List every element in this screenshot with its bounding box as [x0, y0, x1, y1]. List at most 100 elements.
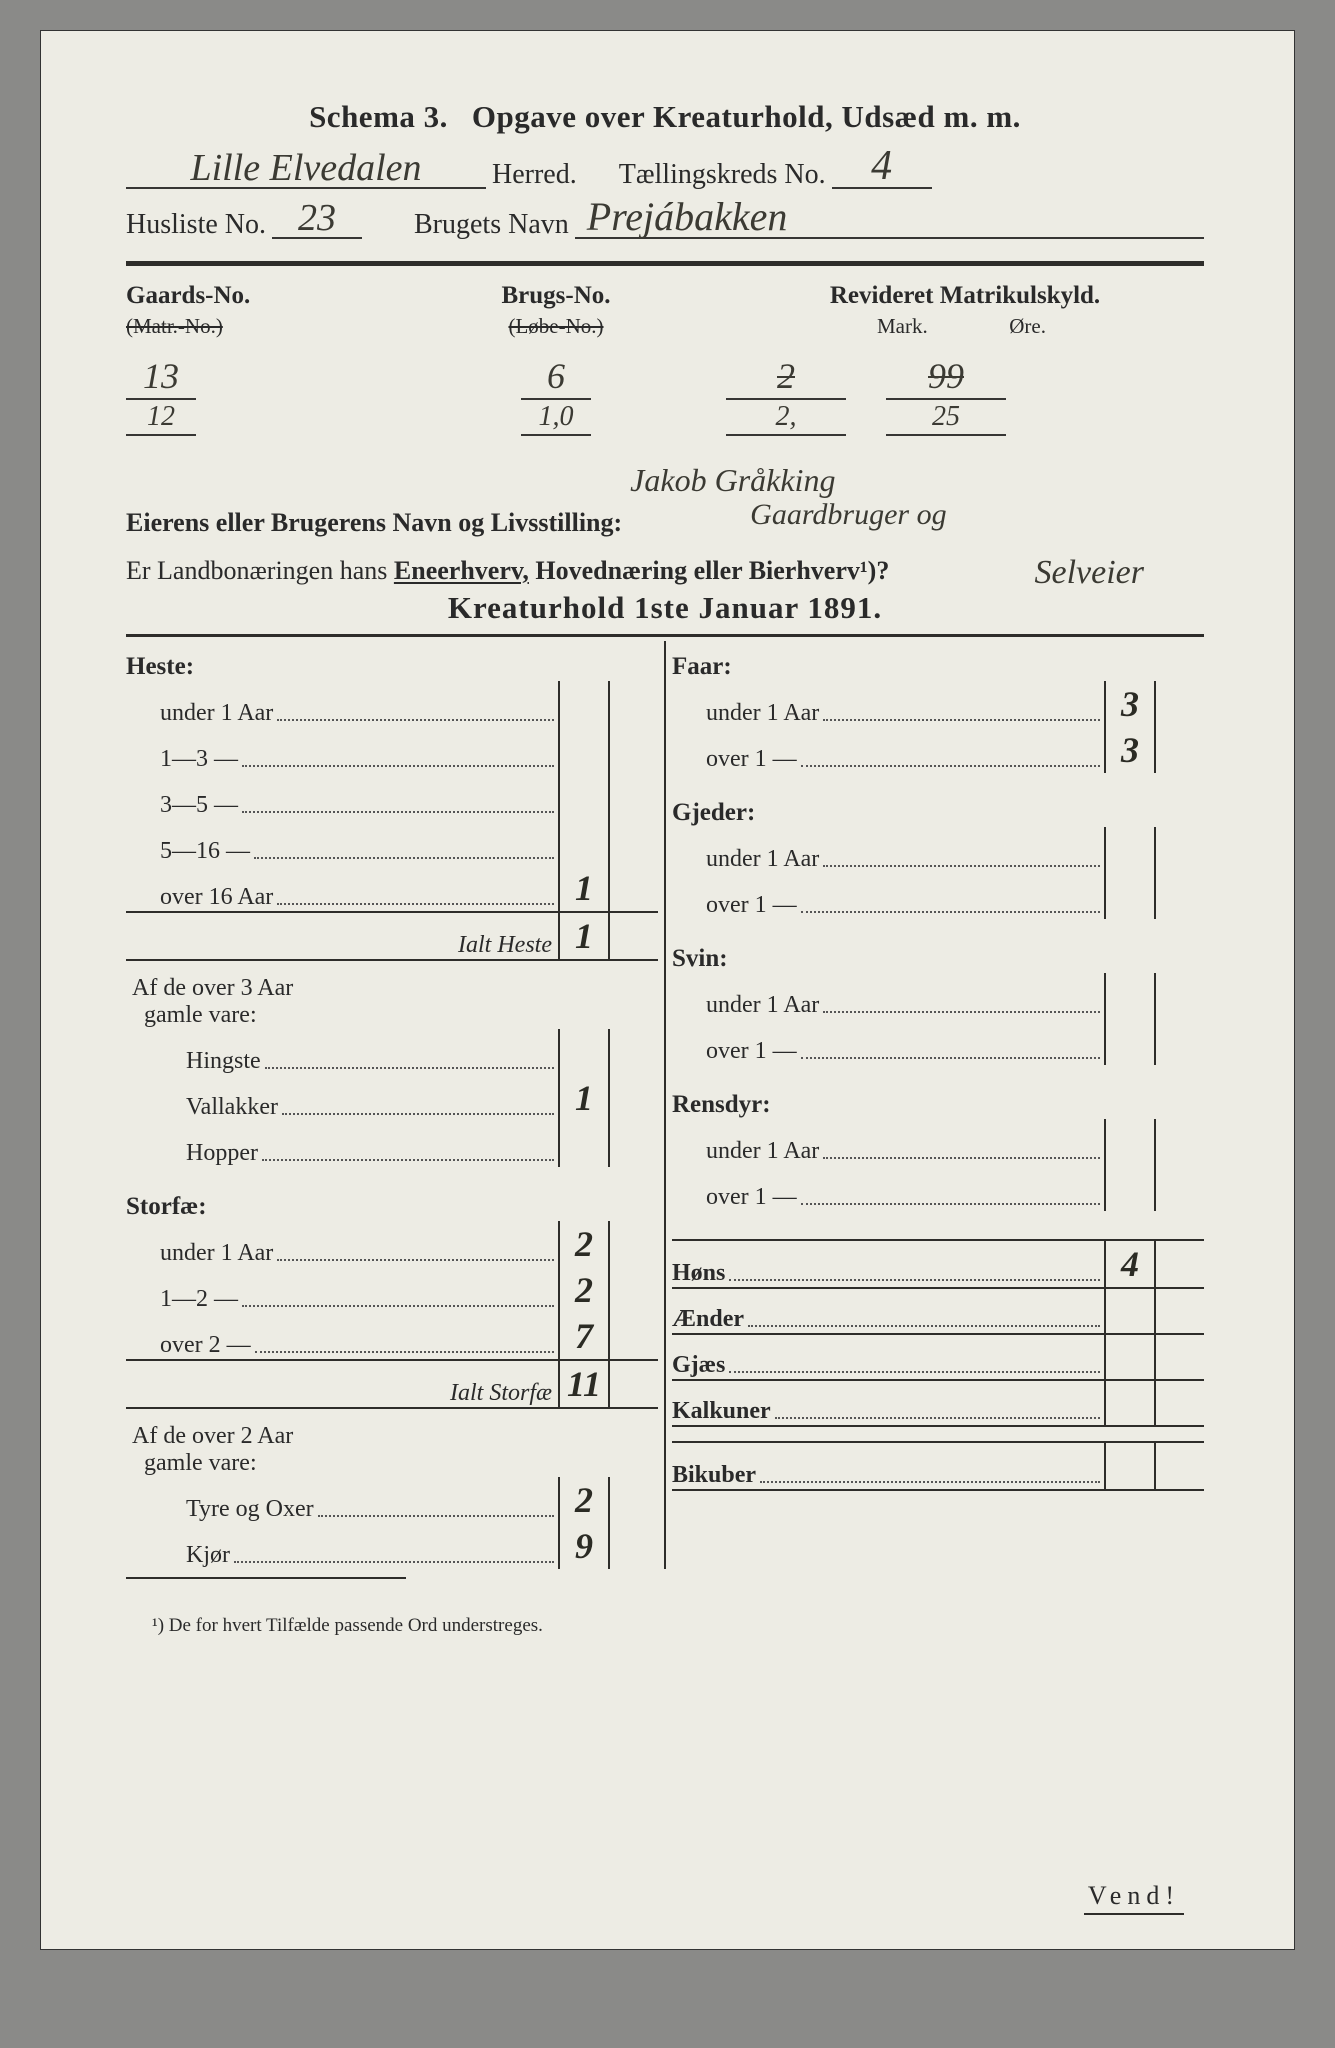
- group-svin: Svin:: [672, 945, 1204, 973]
- props-vals: 13 12 6 1,0 2 2, 99 25: [126, 357, 1204, 438]
- row-label: Ænder: [672, 1306, 744, 1333]
- gaard-vals: 13 12: [126, 357, 196, 438]
- row-label: under 1 Aar: [672, 846, 819, 873]
- row-label: Kalkuner: [672, 1398, 771, 1425]
- table-row: over 1 —: [672, 1019, 1204, 1065]
- erhverv-hand: Selveier: [1035, 554, 1145, 592]
- owner-label: Eierens eller Brugerens Navn og Livsstil…: [126, 508, 622, 538]
- row-value: 9: [575, 1528, 593, 1564]
- row-label: 1—3 —: [126, 746, 238, 773]
- row-label: over 16 Aar: [126, 884, 273, 911]
- storfae-total: Ialt Storfæ 11: [126, 1361, 658, 1407]
- row-value: 2: [575, 1226, 593, 1262]
- table-row: under 1 Aar: [672, 973, 1204, 1019]
- brugs-label: Brugs-No.: [406, 282, 706, 310]
- row-label: Gjæs: [672, 1352, 725, 1379]
- herred-row: Lille Elvedalen Herred. Tællingskreds No…: [126, 147, 1204, 191]
- row-label: Hingste: [126, 1048, 261, 1075]
- table-row: over 1 —: [672, 1165, 1204, 1211]
- table-row: Kalkuner: [672, 1379, 1204, 1425]
- table-row: over 2 — 7: [126, 1313, 658, 1359]
- heste-over3: Af de over 3 Aar gamle vare:: [126, 975, 658, 1029]
- gaard-label: Gaards-No.: [126, 282, 386, 310]
- group-faar: Faar:: [672, 653, 1204, 681]
- table-row: under 1 Aar 2: [126, 1221, 658, 1267]
- rule-1: [126, 261, 1204, 266]
- table-row: Vallakker 1: [126, 1075, 658, 1121]
- matrikul-label: Revideret Matrikulskyld.: [726, 282, 1204, 310]
- row-label: Høns: [672, 1260, 725, 1287]
- erhverv-line: Er Landbonæringen hans Eneerhverv, Hoved…: [126, 556, 1204, 586]
- eneerhverv: Eneerhverv,: [394, 556, 529, 585]
- row-label: under 1 Aar: [672, 700, 819, 727]
- row-value: 4: [1121, 1246, 1139, 1282]
- table-row: Kjør 9: [126, 1523, 658, 1569]
- row-label: under 1 Aar: [672, 1138, 819, 1165]
- livestock-columns: Heste: under 1 Aar1—3 —3—5 —5—16 —over 1…: [126, 641, 1204, 1569]
- vend-label: Vend!: [1084, 1881, 1184, 1915]
- kreds-hand: 4: [832, 145, 932, 189]
- census-form-page: Schema 3. Opgave over Kreaturhold, Udsæd…: [40, 30, 1295, 1950]
- row-label: over 2 —: [126, 1332, 251, 1359]
- brugs-sub: (Løbe-No.): [406, 314, 706, 339]
- table-row: 1—3 —: [126, 727, 658, 773]
- row-value: 3: [1121, 686, 1139, 722]
- table-row: 1—2 — 2: [126, 1267, 658, 1313]
- schema-number: 3.: [424, 99, 448, 134]
- table-row: Tyre og Oxer 2: [126, 1477, 658, 1523]
- ore-label: Øre.: [968, 314, 1088, 339]
- row-label: Tyre og Oxer: [126, 1496, 314, 1523]
- owner-line: Eierens eller Brugerens Navn og Livsstil…: [126, 468, 1204, 538]
- row-label: 1—2 —: [126, 1286, 238, 1313]
- owner-hand-1: Jakob Gråkking: [630, 462, 835, 499]
- row-value: 2: [575, 1482, 593, 1518]
- table-row: under 1 Aar: [672, 1119, 1204, 1165]
- row-label: 5—16 —: [126, 838, 250, 865]
- row-label: under 1 Aar: [672, 992, 819, 1019]
- row-value: 7: [575, 1318, 593, 1354]
- table-row: Ænder: [672, 1287, 1204, 1333]
- row-value: 1: [575, 1080, 593, 1116]
- table-row: 5—16 —: [126, 819, 658, 865]
- props-head: Gaards-No. Brugs-No. Revideret Matrikuls…: [126, 282, 1204, 310]
- row-value: 2: [575, 1272, 593, 1308]
- group-rensdyr: Rensdyr:: [672, 1091, 1204, 1119]
- row-label: Vallakker: [126, 1094, 278, 1121]
- herred-label: Herred.: [492, 159, 577, 191]
- row-value: 1: [575, 870, 593, 906]
- row-label: over 1 —: [672, 892, 797, 919]
- row-label: Hopper: [126, 1140, 258, 1167]
- footnote: ¹) De for hvert Tilfælde passende Ord un…: [126, 1615, 1204, 1637]
- group-gjeder: Gjeder:: [672, 799, 1204, 827]
- props-sub: (Matr.-No.) (Løbe-No.) Mark. Øre.: [126, 314, 1204, 339]
- column-divider: [664, 641, 666, 1569]
- table-row: under 1 Aar 3: [672, 681, 1204, 727]
- bikuber-row: Bikuber: [672, 1443, 1204, 1489]
- rule-2: [126, 634, 1204, 637]
- table-row: over 1 —: [672, 873, 1204, 919]
- brugets-hand: Prejábakken: [575, 197, 1204, 239]
- table-row: Høns 4: [672, 1241, 1204, 1287]
- husliste-label: Husliste No.: [126, 209, 266, 241]
- schema-title: Schema 3. Opgave over Kreaturhold, Udsæd…: [126, 99, 1204, 135]
- left-column: Heste: under 1 Aar1—3 —3—5 —5—16 —over 1…: [126, 641, 658, 1569]
- footnote-rule: [126, 1577, 406, 1579]
- heste-total: Ialt Heste 1: [126, 913, 658, 959]
- table-row: under 1 Aar: [126, 681, 658, 727]
- row-label: under 1 Aar: [126, 1240, 273, 1267]
- mark-label: Mark.: [842, 314, 962, 339]
- kreds-label: Tællingskreds No.: [619, 159, 826, 191]
- table-row: 3—5 —: [126, 773, 658, 819]
- table-row: under 1 Aar: [672, 827, 1204, 873]
- brugs-vals: 6 1,0: [521, 357, 591, 438]
- table-row: Gjæs: [672, 1333, 1204, 1379]
- table-row: Hingste: [126, 1029, 658, 1075]
- brugets-label: Brugets Navn: [414, 209, 569, 241]
- group-storfae: Storfæ:: [126, 1193, 658, 1221]
- row-label: under 1 Aar: [126, 700, 273, 727]
- right-column: Faar: under 1 Aar 3 over 1 — 3 Gjeder: unde…: [672, 641, 1204, 1569]
- table-row: over 16 Aar 1: [126, 865, 658, 911]
- kreaturhold-title: Kreaturhold 1ste Januar 1891.: [126, 590, 1204, 626]
- row-label: over 1 —: [672, 1184, 797, 1211]
- row-label: Kjør: [126, 1542, 230, 1569]
